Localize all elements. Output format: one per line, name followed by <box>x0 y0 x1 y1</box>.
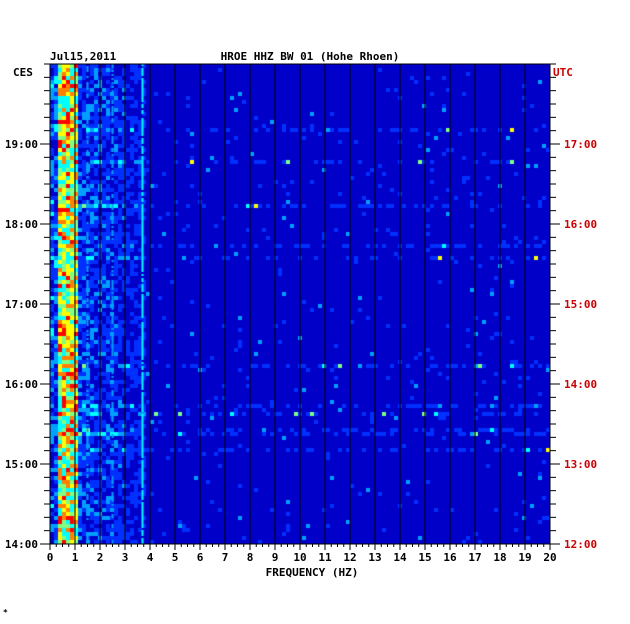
x-tick-label: 6 <box>197 551 204 564</box>
right-tick-label: 14:00 <box>564 378 597 391</box>
x-tick-label: 13 <box>368 551 381 564</box>
x-tick-label: 15 <box>418 551 431 564</box>
x-tick-label: 10 <box>293 551 306 564</box>
left-tick-label: 19:00 <box>5 138 38 151</box>
right-tick-label: 16:00 <box>564 218 597 231</box>
right-tick-label: 13:00 <box>564 458 597 471</box>
x-tick-label: 11 <box>318 551 332 564</box>
footer-mark: * <box>3 608 8 617</box>
x-tick-label: 20 <box>543 551 556 564</box>
left-tick-label: 17:00 <box>5 298 38 311</box>
x-tick-label: 9 <box>272 551 279 564</box>
left-axis-label: CES <box>13 66 33 79</box>
chart-date: Jul15,2011 <box>50 50 117 63</box>
left-tick-label: 15:00 <box>5 458 38 471</box>
x-tick-label: 17 <box>468 551 481 564</box>
frequency-grid <box>49 63 551 545</box>
x-tick-label: 2 <box>97 551 104 564</box>
x-tick-label: 12 <box>343 551 356 564</box>
chart-title: HROE HHZ BW 01 (Hohe Rhoen) <box>221 50 400 63</box>
x-tick-label: 3 <box>122 551 129 564</box>
x-tick-label: 18 <box>493 551 506 564</box>
x-tick-label: 5 <box>172 551 179 564</box>
x-tick-label: 14 <box>393 551 407 564</box>
x-axis-ticks: 0 1 2 3 4 5 6 7 8 9 10 11 12 13 14 15 16 17 18 19 20 <box>47 544 557 564</box>
left-axis-ticks: 19:00 18:00 17:00 16:00 15:00 14:00 <box>5 63 50 551</box>
right-tick-label: 15:00 <box>564 298 597 311</box>
x-tick-label: 4 <box>147 551 154 564</box>
right-axis-label: UTC <box>553 66 573 79</box>
right-axis-ticks: 17:00 16:00 15:00 14:00 13:00 12:00 <box>550 63 597 551</box>
x-tick-label: 16 <box>443 551 457 564</box>
x-tick-label: 1 <box>72 551 79 564</box>
x-tick-label: 7 <box>222 551 229 564</box>
x-tick-label: 0 <box>47 551 54 564</box>
left-tick-label: 18:00 <box>5 218 38 231</box>
right-tick-label: 12:00 <box>564 538 597 551</box>
left-tick-label: 16:00 <box>5 378 38 391</box>
left-tick-label: 14:00 <box>5 538 38 551</box>
right-tick-label: 17:00 <box>564 138 597 151</box>
x-tick-label: 8 <box>247 551 254 564</box>
x-axis-label: FREQUENCY (HZ) <box>266 566 359 579</box>
x-tick-label: 19 <box>518 551 531 564</box>
